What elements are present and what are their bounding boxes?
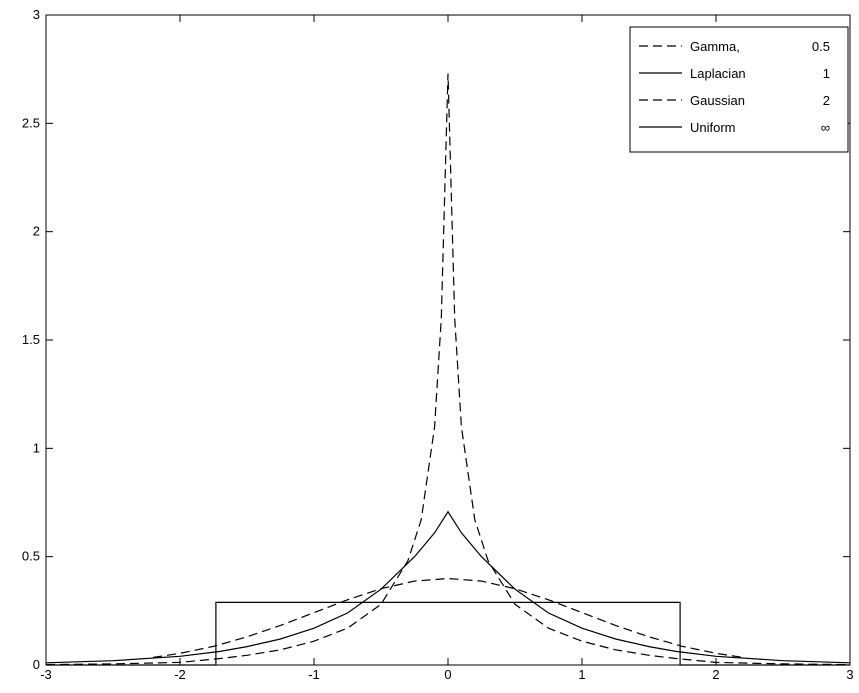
- y-tick-label: 1: [33, 440, 40, 455]
- x-tick-label: 2: [712, 667, 719, 682]
- y-tick-label: 2: [33, 224, 40, 239]
- legend-label: Gamma,: [690, 39, 740, 54]
- series-line-0: [45, 73, 851, 666]
- y-tick-label: 3: [33, 7, 40, 22]
- x-tick-label: 1: [578, 667, 585, 682]
- series-line-1: [45, 510, 851, 664]
- legend-param: 0.5: [812, 39, 830, 54]
- series-layer: [45, 73, 851, 666]
- series-line-3: [46, 601, 850, 666]
- y-tick-label: 2.5: [22, 115, 40, 130]
- legend: Gamma, 0.5 Laplacian 1 Gaussian 2 Uniform ∞: [629, 26, 849, 153]
- x-tick-label: 3: [846, 667, 853, 682]
- legend-param: 2: [823, 93, 830, 108]
- legend-label: Gaussian: [690, 93, 745, 108]
- legend-param: ∞: [821, 120, 830, 135]
- legend-param: 1: [823, 66, 830, 81]
- x-tick-label: -1: [308, 667, 320, 682]
- x-tick-label: -3: [40, 667, 52, 682]
- axis-ticks: -3 -2 -1 0 1 2 3 0 0.5 1 1.5 2 2.5 3: [22, 7, 854, 682]
- legend-label: Laplacian: [690, 66, 746, 81]
- y-tick-label: 0: [33, 657, 40, 672]
- x-tick-label: 0: [444, 667, 451, 682]
- legend-label: Uniform: [690, 120, 736, 135]
- y-tick-label: 1.5: [22, 332, 40, 347]
- x-tick-label: -2: [174, 667, 186, 682]
- y-tick-label: 0.5: [22, 549, 40, 564]
- series-line-2: [153, 577, 743, 658]
- legend-box: [629, 26, 849, 153]
